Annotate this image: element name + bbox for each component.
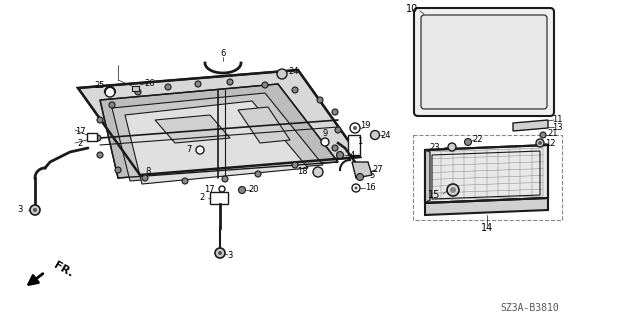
Circle shape xyxy=(371,130,380,139)
Text: 18: 18 xyxy=(298,167,308,176)
Circle shape xyxy=(115,167,121,173)
Polygon shape xyxy=(78,70,360,175)
Text: 17: 17 xyxy=(204,184,215,194)
Circle shape xyxy=(239,187,246,194)
Text: 13: 13 xyxy=(552,122,563,131)
Circle shape xyxy=(355,187,358,189)
Bar xyxy=(87,133,97,141)
Circle shape xyxy=(450,187,456,193)
Bar xyxy=(210,192,228,204)
Circle shape xyxy=(105,87,115,97)
Text: 16: 16 xyxy=(365,183,375,192)
Circle shape xyxy=(33,208,37,212)
Circle shape xyxy=(97,152,103,158)
Text: 5: 5 xyxy=(369,170,374,180)
Circle shape xyxy=(317,97,323,103)
Circle shape xyxy=(353,126,357,130)
Text: 6: 6 xyxy=(220,49,226,58)
Circle shape xyxy=(465,138,472,145)
Polygon shape xyxy=(100,84,338,178)
Circle shape xyxy=(536,139,544,147)
Circle shape xyxy=(196,146,204,154)
Circle shape xyxy=(255,171,261,177)
Polygon shape xyxy=(238,107,290,143)
Circle shape xyxy=(142,175,148,181)
Text: 27: 27 xyxy=(372,166,383,174)
Text: 8: 8 xyxy=(145,167,150,176)
Text: 22: 22 xyxy=(473,136,483,145)
Circle shape xyxy=(95,135,101,141)
Text: 10: 10 xyxy=(406,4,418,14)
Bar xyxy=(348,135,360,155)
Circle shape xyxy=(222,176,228,182)
Text: 20: 20 xyxy=(249,186,259,195)
Polygon shape xyxy=(425,198,548,215)
Circle shape xyxy=(165,84,171,90)
Text: 4: 4 xyxy=(349,151,355,160)
Text: 15: 15 xyxy=(428,190,440,200)
Circle shape xyxy=(356,174,364,181)
Polygon shape xyxy=(425,145,548,203)
Text: 24: 24 xyxy=(289,68,300,77)
Text: 12: 12 xyxy=(545,138,556,147)
Circle shape xyxy=(447,184,459,196)
Text: 9: 9 xyxy=(323,129,328,137)
Circle shape xyxy=(219,186,225,192)
Circle shape xyxy=(262,82,268,88)
Circle shape xyxy=(109,102,115,108)
Circle shape xyxy=(448,143,456,151)
Circle shape xyxy=(538,141,542,145)
Circle shape xyxy=(218,251,222,255)
Text: 1: 1 xyxy=(357,137,363,146)
FancyBboxPatch shape xyxy=(421,15,547,109)
Circle shape xyxy=(195,81,201,87)
Circle shape xyxy=(292,162,298,168)
Circle shape xyxy=(277,69,287,79)
Polygon shape xyxy=(425,150,430,203)
Text: 25: 25 xyxy=(95,81,105,91)
Text: 7: 7 xyxy=(187,145,192,154)
Text: 2: 2 xyxy=(200,194,205,203)
Circle shape xyxy=(227,79,233,85)
Circle shape xyxy=(540,132,546,138)
Text: 2: 2 xyxy=(77,138,83,147)
Text: 24: 24 xyxy=(381,130,391,139)
Text: 17: 17 xyxy=(75,127,85,136)
Circle shape xyxy=(337,152,344,159)
Circle shape xyxy=(30,205,40,215)
Polygon shape xyxy=(513,120,548,131)
Circle shape xyxy=(335,127,341,133)
Circle shape xyxy=(292,87,298,93)
Text: FR.: FR. xyxy=(52,261,75,279)
Circle shape xyxy=(135,89,141,95)
Text: SZ3A-B3810: SZ3A-B3810 xyxy=(500,303,559,313)
Text: 3: 3 xyxy=(227,250,233,259)
Circle shape xyxy=(352,184,360,192)
Text: 21: 21 xyxy=(548,129,558,137)
Circle shape xyxy=(313,167,323,177)
Text: 19: 19 xyxy=(360,121,371,130)
Text: 14: 14 xyxy=(481,223,493,233)
Circle shape xyxy=(321,138,329,146)
Text: 3: 3 xyxy=(18,205,23,214)
Polygon shape xyxy=(155,115,230,143)
Polygon shape xyxy=(125,101,308,184)
Circle shape xyxy=(215,248,225,258)
Circle shape xyxy=(332,109,338,115)
Circle shape xyxy=(97,117,103,123)
Circle shape xyxy=(332,145,338,151)
Text: 26: 26 xyxy=(145,78,156,87)
Text: 11: 11 xyxy=(552,115,563,124)
Circle shape xyxy=(182,178,188,184)
Polygon shape xyxy=(112,93,323,181)
FancyBboxPatch shape xyxy=(414,8,554,116)
Polygon shape xyxy=(352,162,372,178)
Text: 23: 23 xyxy=(429,143,440,152)
Circle shape xyxy=(350,123,360,133)
Bar xyxy=(132,86,139,91)
